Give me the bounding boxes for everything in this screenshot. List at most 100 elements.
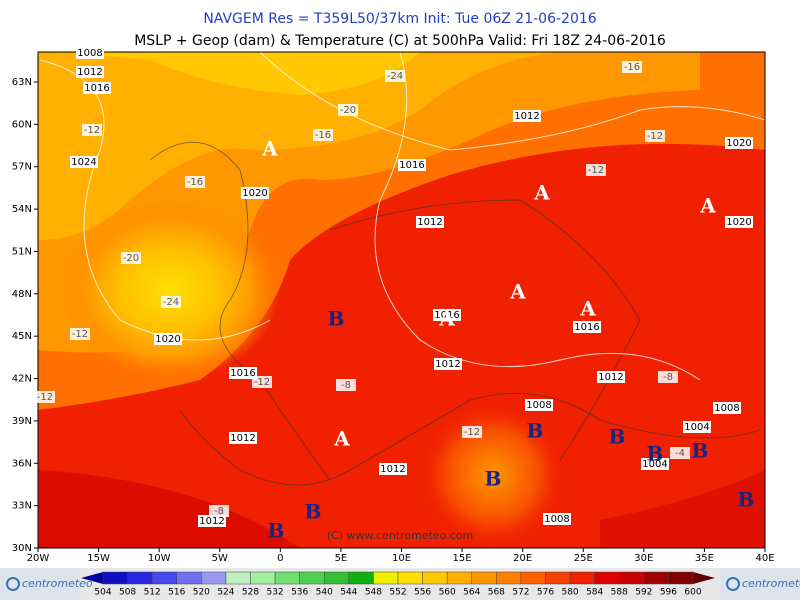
temp-label-box (385, 70, 405, 82)
colorbar-label: 536 (291, 588, 308, 598)
isobar-label-box (416, 216, 444, 228)
colorbar-swatch (643, 571, 669, 585)
logo-icon (726, 577, 740, 591)
isobar-label: 1016 (434, 310, 459, 321)
lon-label: 5W (212, 553, 228, 564)
colorbar-label: 548 (365, 588, 382, 598)
isobar-label: 1016 (574, 322, 599, 333)
logo-icon (6, 577, 20, 591)
temp-label-box (121, 252, 141, 264)
temp-label-box (35, 391, 55, 403)
colorbar-label: 508 (119, 588, 136, 598)
temp-label-box (252, 376, 272, 388)
temp-label-box (161, 296, 181, 308)
high-pressure: A (438, 307, 455, 331)
colorbar-swatch (619, 571, 645, 585)
colorbar-swatch (520, 571, 546, 585)
lon-label: 10W (148, 553, 171, 564)
lat-label: 36N (12, 458, 32, 469)
colorbar-swatch (471, 571, 497, 585)
temp-label: -20 (340, 105, 356, 116)
isobar-label-box (198, 515, 226, 527)
colorbar-swatch (127, 571, 153, 585)
isobar-label: 1016 (399, 160, 424, 171)
colorbar-label: 568 (488, 588, 505, 598)
lat-label: 54N (12, 204, 32, 215)
isobar-label-box (76, 66, 104, 78)
colorbar-label: 532 (266, 588, 283, 598)
colorbar-label: 520 (193, 588, 210, 598)
low-pressure: B (268, 519, 285, 543)
temp-label: -8 (214, 506, 224, 517)
colorbar-arrow (693, 572, 715, 584)
temp-label-box (185, 176, 205, 188)
temp-label-box (670, 447, 690, 459)
colorbar-label: 584 (586, 588, 603, 598)
isobar-label: 1008 (526, 400, 551, 411)
temp-label: -4 (675, 448, 685, 459)
colorbar-swatch (397, 571, 423, 585)
isobar-label-box (683, 421, 711, 433)
lat-label: 51N (12, 246, 32, 257)
isobar-label-box (725, 216, 753, 228)
isobar-label-box (543, 513, 571, 525)
colorbar-label: 588 (611, 588, 628, 598)
lon-label: 25E (574, 553, 593, 564)
colorbar-swatch (274, 571, 300, 585)
isobar-label-box (525, 399, 553, 411)
colorbar-label: 556 (414, 588, 431, 598)
colorbar-label: 564 (463, 588, 480, 598)
colorbar-swatch (176, 571, 202, 585)
high-pressure: A (509, 280, 526, 304)
colorbar-label: 528 (242, 588, 259, 598)
low-pressure: B (527, 419, 544, 443)
colorbar-label: 560 (439, 588, 456, 598)
colorbar-swatch (225, 571, 251, 585)
isobar-label-box (513, 110, 541, 122)
low-pressure: B (485, 467, 502, 491)
colorbar-swatch (324, 571, 350, 585)
temp-label: -12 (647, 131, 663, 142)
isobar-label: 1024 (71, 157, 96, 168)
colorbar-swatch (250, 571, 276, 585)
colorbar-swatch (348, 571, 374, 585)
temp-label-box (209, 505, 229, 517)
temp-label: -8 (663, 372, 673, 383)
lat-label: 48N (12, 289, 32, 300)
temp-label: -8 (341, 380, 351, 391)
temp-label: -24 (387, 71, 403, 82)
lon-label: 15E (453, 553, 472, 564)
colorbar-label: 596 (660, 588, 677, 598)
temp-label: -16 (315, 130, 331, 141)
lon-label: 20W (27, 553, 50, 564)
colorbar-label: 516 (168, 588, 185, 598)
isobar-label: 1008 (714, 403, 739, 414)
isobar-label-box (76, 47, 104, 59)
colorbar-swatch (102, 571, 128, 585)
temp-label-box (313, 129, 333, 141)
isobar-label: 1020 (242, 188, 267, 199)
isobar-label-box (379, 463, 407, 475)
temp-label: -16 (624, 62, 640, 73)
lon-label: 20E (513, 553, 532, 564)
temp-label-box (462, 426, 482, 438)
logo-box (0, 568, 80, 600)
isobar-label-box (433, 309, 461, 321)
low-pressure: B (328, 307, 345, 331)
low-pressure: B (305, 500, 322, 524)
lat-label: 30N (12, 543, 32, 554)
temp-label: -20 (123, 253, 139, 264)
lon-label: 40E (755, 553, 774, 564)
temp-label-box (82, 124, 102, 136)
title: NAVGEM Res = T359L50/37km Init: Tue 06Z … (203, 11, 596, 27)
isobar-label-box (70, 156, 98, 168)
lat-label: 33N (12, 501, 32, 512)
isobar-label: 1020 (726, 217, 751, 228)
temp-label: -12 (84, 125, 100, 136)
colorbar-label: 580 (561, 588, 578, 598)
colorbar-label: 504 (94, 588, 111, 598)
isobar-label: 1012 (435, 359, 460, 370)
colorbar-label: 600 (684, 588, 701, 598)
colorbar-swatch (299, 571, 325, 585)
isobar-label: 1012 (77, 67, 102, 78)
